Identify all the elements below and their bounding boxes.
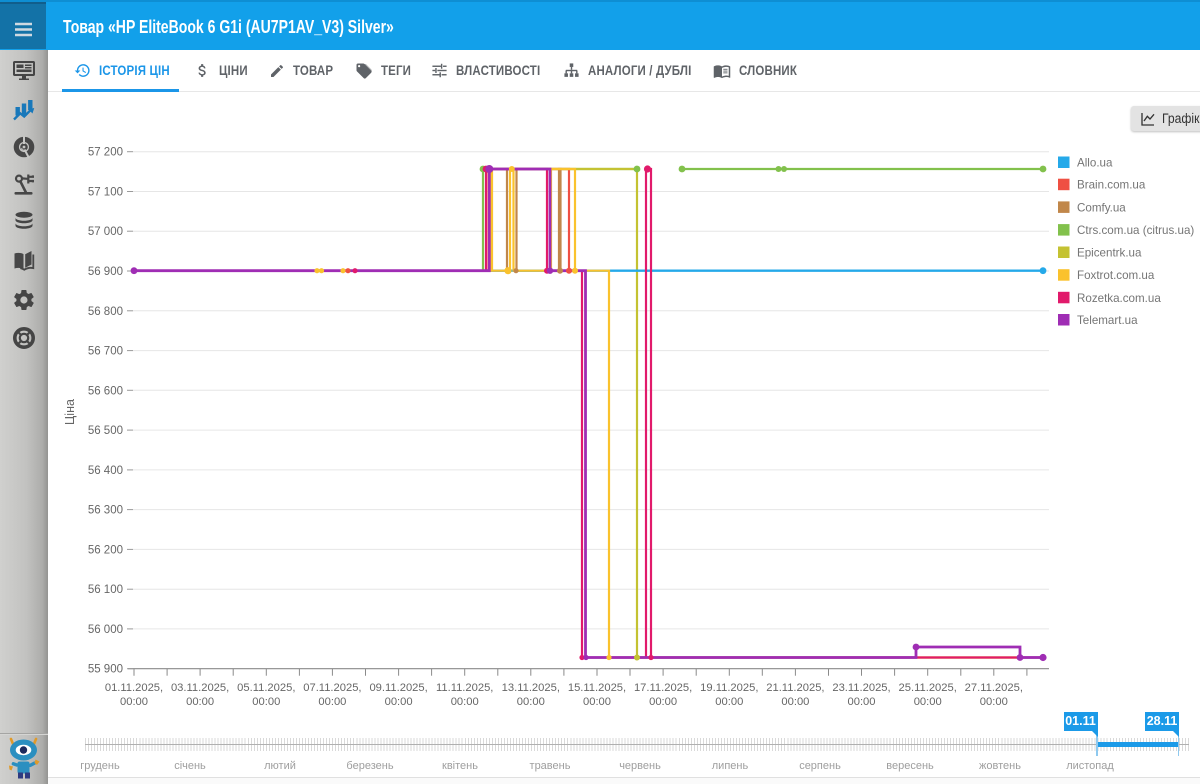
- svg-text:00:00: 00:00: [385, 696, 413, 708]
- svg-text:00:00: 00:00: [914, 696, 942, 708]
- svg-text:56 700: 56 700: [88, 346, 123, 358]
- svg-text:56 400: 56 400: [88, 465, 123, 477]
- svg-text:21.11.2025,: 21.11.2025,: [766, 682, 824, 694]
- svg-text:07.11.2025,: 07.11.2025,: [303, 682, 361, 694]
- svg-text:56 600: 56 600: [88, 385, 123, 397]
- svg-text:56 800: 56 800: [88, 306, 123, 318]
- svg-text:00:00: 00:00: [715, 696, 743, 708]
- svg-text:00:00: 00:00: [318, 696, 346, 708]
- svg-text:Epicentrk.ua: Epicentrk.ua: [1077, 247, 1142, 260]
- svg-text:00:00: 00:00: [252, 696, 280, 708]
- svg-text:13.11.2025,: 13.11.2025,: [502, 682, 560, 694]
- svg-text:57 100: 57 100: [88, 187, 123, 199]
- svg-text:03.11.2025,: 03.11.2025,: [171, 682, 229, 694]
- svg-text:Ctrs.com.ua (citrus.ua): Ctrs.com.ua (citrus.ua): [1077, 224, 1194, 237]
- svg-text:Allo.ua: Allo.ua: [1077, 157, 1113, 170]
- svg-text:Brain.com.ua: Brain.com.ua: [1077, 179, 1146, 192]
- svg-text:05.11.2025,: 05.11.2025,: [237, 682, 295, 694]
- svg-text:00:00: 00:00: [649, 696, 677, 708]
- svg-text:00:00: 00:00: [848, 696, 876, 708]
- svg-text:Ціна: Ціна: [63, 399, 77, 425]
- svg-text:00:00: 00:00: [186, 696, 214, 708]
- svg-text:09.11.2025,: 09.11.2025,: [369, 682, 427, 694]
- svg-text:00:00: 00:00: [980, 696, 1008, 708]
- svg-text:56 100: 56 100: [88, 584, 123, 596]
- svg-text:17.11.2025,: 17.11.2025,: [634, 682, 692, 694]
- svg-text:23.11.2025,: 23.11.2025,: [832, 682, 890, 694]
- svg-text:00:00: 00:00: [781, 696, 809, 708]
- svg-text:56 200: 56 200: [88, 544, 123, 556]
- svg-text:Foxtrot.com.ua: Foxtrot.com.ua: [1077, 269, 1155, 282]
- svg-text:57 000: 57 000: [88, 226, 123, 238]
- svg-text:56 000: 56 000: [88, 624, 123, 636]
- svg-text:27.11.2025,: 27.11.2025,: [965, 682, 1023, 694]
- svg-text:56 500: 56 500: [88, 425, 123, 437]
- svg-text:57 200: 57 200: [88, 147, 123, 159]
- svg-text:11.11.2025,: 11.11.2025,: [436, 682, 493, 694]
- svg-text:19.11.2025,: 19.11.2025,: [700, 682, 758, 694]
- svg-text:55 900: 55 900: [88, 664, 123, 676]
- svg-text:25.11.2025,: 25.11.2025,: [899, 682, 957, 694]
- svg-text:01.11.2025,: 01.11.2025,: [105, 682, 163, 694]
- svg-text:56 300: 56 300: [88, 505, 123, 517]
- svg-text:00:00: 00:00: [120, 696, 148, 708]
- svg-text:Comfy.ua: Comfy.ua: [1077, 201, 1126, 214]
- svg-text:Telemart.ua: Telemart.ua: [1077, 314, 1138, 327]
- svg-text:00:00: 00:00: [451, 696, 479, 708]
- svg-text:00:00: 00:00: [517, 696, 545, 708]
- svg-text:Rozetka.com.ua: Rozetka.com.ua: [1077, 292, 1161, 305]
- svg-text:00:00: 00:00: [583, 696, 611, 708]
- svg-text:15.11.2025,: 15.11.2025,: [568, 682, 626, 694]
- svg-text:56 900: 56 900: [88, 266, 123, 278]
